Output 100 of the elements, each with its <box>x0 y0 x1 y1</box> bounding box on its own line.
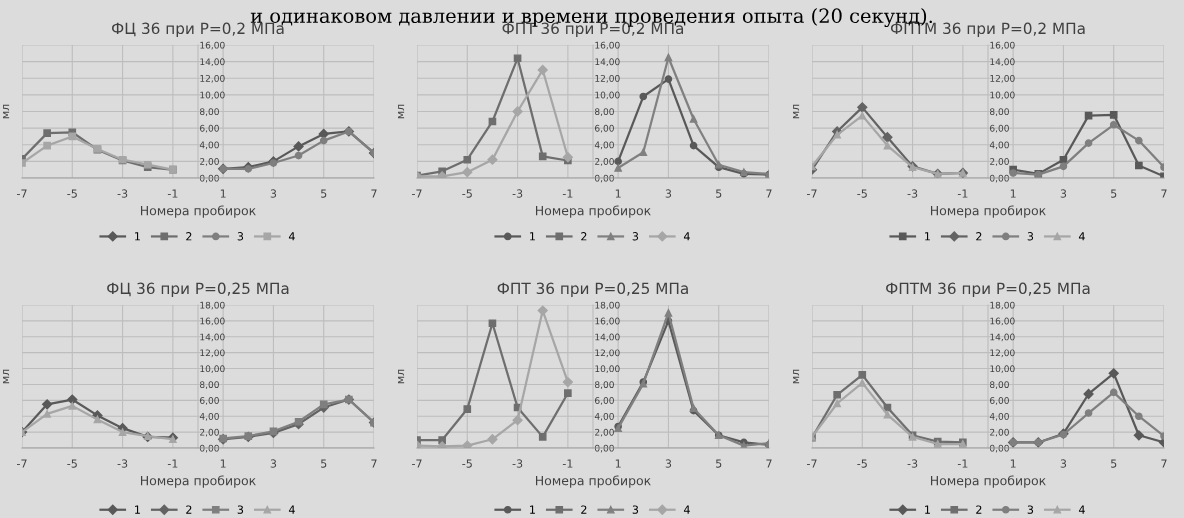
x-axis-title: Номера пробирок <box>141 205 256 218</box>
legend-label: 2 <box>186 232 192 241</box>
x-tick-label: -3 <box>512 189 523 198</box>
y-tick-label: 2,00 <box>990 428 1009 437</box>
x-tick-label: 3 <box>270 189 277 198</box>
x-tick-label: 1 <box>220 189 226 198</box>
y-tick-label: 10,00 <box>595 365 620 374</box>
x-axis-title: Номера пробирок <box>536 475 651 488</box>
y-tick-label: 4,00 <box>594 141 614 150</box>
y-tick-label: 4,00 <box>594 412 614 421</box>
x-tick-label: -3 <box>117 189 128 198</box>
y-tick-label: 8,00 <box>990 108 1009 116</box>
x-tick-label: 5 <box>716 189 722 198</box>
legend-label: 3 <box>237 232 244 241</box>
y-tick-label: 10,00 <box>200 365 225 374</box>
legend-label: 2 <box>581 505 587 514</box>
y-tick-label: 0,00 <box>199 444 219 453</box>
x-tick-label: 7 <box>371 189 377 198</box>
x-tick-label: -1 <box>562 189 573 198</box>
x-axis-title: Номера пробирок <box>931 475 1046 488</box>
y-tick-label: 18,00 <box>595 301 620 310</box>
x-axis-title: Номера пробирок <box>931 205 1046 218</box>
x-tick-label: 1 <box>1010 459 1016 468</box>
y-tick-label: 0,00 <box>594 174 614 183</box>
x-tick-label: -5 <box>67 189 77 198</box>
y-tick-label: 18,00 <box>200 301 225 310</box>
y-tick-label: 8,00 <box>200 381 219 389</box>
y-tick-label: 16,00 <box>200 317 225 326</box>
x-tick-label: 5 <box>1111 189 1117 198</box>
y-axis-title: мл <box>793 104 800 119</box>
x-tick-label: 1 <box>615 459 621 468</box>
y-tick-label: 0,00 <box>594 444 614 453</box>
x-tick-label: -7 <box>17 189 27 198</box>
x-axis-title: Номера пробирок <box>141 475 256 488</box>
y-tick-label: 4,00 <box>989 412 1009 421</box>
y-tick-label: 0,00 <box>989 174 1009 183</box>
x-tick-label: 5 <box>716 459 722 468</box>
y-tick-label: 10,00 <box>595 91 620 100</box>
y-tick-label: 16,00 <box>200 41 225 50</box>
y-tick-label: 6,00 <box>200 397 219 405</box>
y-tick-label: 12,00 <box>990 74 1015 83</box>
legend-label: 2 <box>581 232 587 241</box>
x-tick-label: 7 <box>766 459 772 468</box>
legend-label: 4 <box>683 505 690 514</box>
y-tick-label: 10,00 <box>990 365 1015 374</box>
legend-label: 3 <box>1027 232 1034 241</box>
x-tick-label: 5 <box>1111 459 1117 468</box>
legend-label: 3 <box>632 232 639 241</box>
x-tick-label: -3 <box>907 459 918 468</box>
x-tick-label: -7 <box>412 459 422 468</box>
y-tick-label: 2,00 <box>200 158 219 166</box>
legend-label: 1 <box>925 505 930 514</box>
y-tick-label: 14,00 <box>990 58 1015 67</box>
y-tick-label: 12,00 <box>595 349 620 358</box>
x-tick-label: 3 <box>665 459 672 468</box>
y-axis-title: мл <box>3 104 10 119</box>
legend-label: 2 <box>186 505 192 514</box>
y-tick-label: 14,00 <box>595 58 620 67</box>
legend-label: 1 <box>135 232 140 241</box>
y-tick-label: 12,00 <box>990 349 1015 358</box>
x-tick-label: -3 <box>512 459 523 468</box>
y-tick-label: 6,00 <box>990 124 1009 133</box>
y-axis-title: мл <box>398 104 405 119</box>
chart-title: ФПТ 36 при P=0,25 МПа <box>497 282 688 298</box>
legend-label: 2 <box>976 505 982 514</box>
x-tick-label: -7 <box>412 189 422 198</box>
x-tick-label: -1 <box>957 189 968 198</box>
y-tick-label: 6,00 <box>200 124 219 133</box>
y-tick-label: 2,00 <box>595 158 614 166</box>
x-tick-label: 1 <box>1010 189 1016 198</box>
y-tick-label: 4,00 <box>199 412 219 421</box>
y-tick-label: 8,00 <box>200 108 219 116</box>
x-tick-label: 7 <box>1161 459 1167 468</box>
y-tick-label: 8,00 <box>990 381 1009 389</box>
x-tick-label: 3 <box>1060 459 1067 468</box>
x-tick-label: 1 <box>220 459 226 468</box>
y-tick-label: 2,00 <box>200 428 219 437</box>
y-axis-title: мл <box>398 369 405 384</box>
legend-label: 2 <box>976 232 982 241</box>
y-tick-label: 10,00 <box>990 91 1015 100</box>
x-tick-label: -1 <box>562 459 573 468</box>
y-tick-label: 14,00 <box>200 58 225 67</box>
y-tick-label: 4,00 <box>989 141 1009 150</box>
legend-label: 4 <box>288 505 295 514</box>
legend-label: 1 <box>530 505 535 514</box>
x-tick-label: 5 <box>321 459 327 468</box>
x-tick-label: -5 <box>462 189 472 198</box>
y-tick-label: 12,00 <box>200 74 225 83</box>
legend-label: 3 <box>237 505 244 514</box>
x-tick-label: -5 <box>857 459 867 468</box>
y-axis-title: мл <box>793 369 800 384</box>
y-tick-label: 16,00 <box>990 317 1015 326</box>
legend-label: 4 <box>1078 505 1085 514</box>
x-tick-label: 7 <box>1161 189 1167 198</box>
x-tick-label: 3 <box>665 189 672 198</box>
y-tick-label: 18,00 <box>990 301 1015 310</box>
x-tick-label: 3 <box>270 459 277 468</box>
x-tick-label: 3 <box>1060 189 1067 198</box>
chart-title: ФПТМ 36 при P=0,25 МПа <box>886 282 1090 298</box>
x-tick-label: -5 <box>67 459 77 468</box>
